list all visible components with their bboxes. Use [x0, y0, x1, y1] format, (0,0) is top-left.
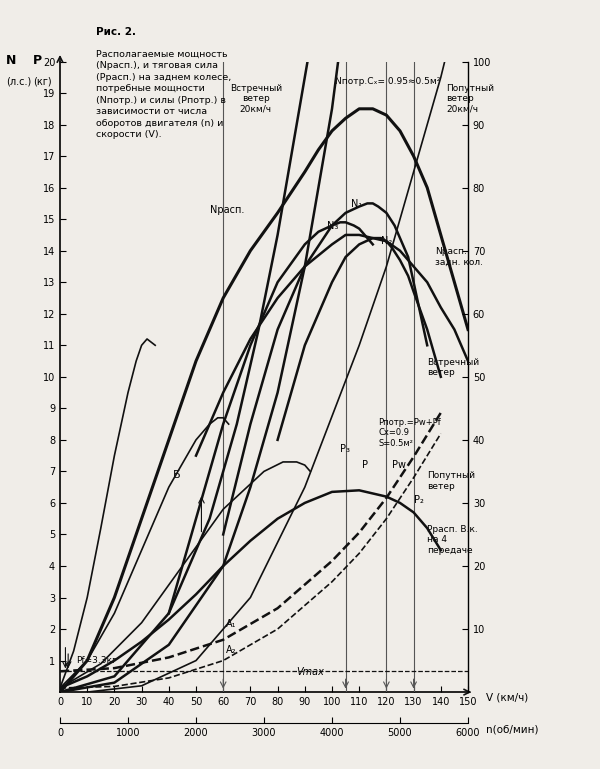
Text: A₂: A₂	[226, 644, 236, 654]
Text: n(об/мин): n(об/мин)	[486, 724, 539, 734]
Text: Р₃: Р₃	[340, 444, 350, 454]
Text: Vmax: Vmax	[296, 667, 324, 677]
Text: N: N	[6, 54, 16, 67]
Text: Попутный
ветер
20км/ч: Попутный ветер 20км/ч	[446, 84, 494, 113]
Text: Р₂: Р₂	[413, 495, 424, 505]
Text: P: P	[33, 54, 42, 67]
Text: Nрасп.: Nрасп.	[209, 205, 244, 215]
Text: Встречный
ветер
20км/ч: Встречный ветер 20км/ч	[230, 84, 282, 113]
Text: Рпотр.=Рw+Рf
Cx=0.9
S=0.5м²: Рпотр.=Рw+Рf Cx=0.9 S=0.5м²	[378, 418, 441, 448]
Text: Попутный
ветер: Попутный ветер	[427, 471, 475, 491]
Text: N₁: N₁	[351, 198, 362, 208]
Text: V (км/ч): V (км/ч)	[486, 692, 528, 703]
Text: Рf=3.3кг: Рf=3.3кг	[76, 656, 117, 665]
Text: (кг): (кг)	[33, 77, 52, 87]
Text: Ррасп. В.к.
на 4
передаче: Ррасп. В.к. на 4 передаче	[427, 525, 478, 554]
Text: Рис. 2.: Рис. 2.	[96, 27, 136, 37]
Text: Р: Р	[362, 460, 368, 471]
Text: Nпотр.Cₓ= 0.95≈0.5м²: Nпотр.Cₓ= 0.95≈0.5м²	[335, 78, 440, 86]
Text: Nрасп.
задн. кол.: Nрасп. задн. кол.	[436, 248, 484, 267]
Text: Рw: Рw	[392, 460, 406, 471]
Text: A₁: A₁	[226, 620, 236, 630]
Text: Располагаемые мощность
(Nрасп.), и тяговая сила
(Ррасп.) на заднем колесе,
потре: Располагаемые мощность (Nрасп.), и тягов…	[96, 50, 231, 139]
Text: (л.с.): (л.с.)	[6, 77, 31, 87]
Text: N₂: N₂	[381, 236, 392, 246]
Text: Б: Б	[173, 470, 181, 480]
Text: N₃: N₃	[326, 221, 338, 231]
Text: Встречный
ветер: Встречный ветер	[427, 358, 479, 377]
